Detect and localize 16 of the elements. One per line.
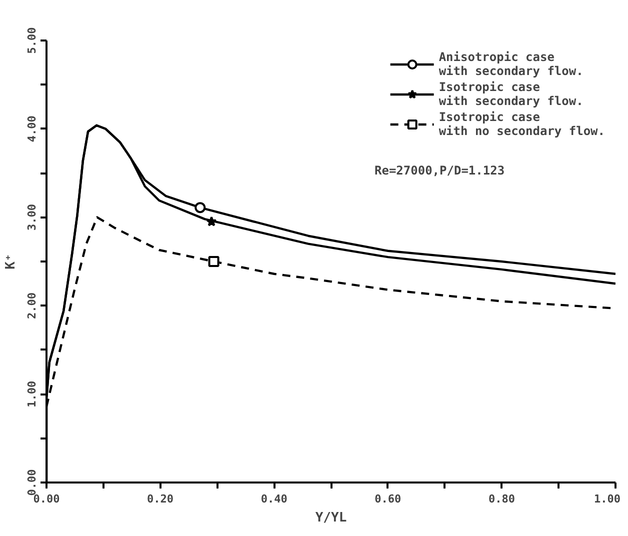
y-tick-label: 3.00 [26,204,38,231]
x-tick-label: 0.80 [488,492,515,506]
x-tick-label: 0.40 [260,492,288,506]
y-axis-title: K⁺ [4,254,18,270]
x-tick-label: 0.20 [147,492,174,506]
x-axis-title: Y/YL [315,510,347,526]
annotation: Re=27000,P/D=1.123 [374,164,505,178]
y-tick-label: 1.00 [26,380,38,408]
legend-label: Isotropic case with secondary flow. [438,80,584,108]
x-tick-label: 0.60 [374,492,402,506]
x-tick-label: 1.00 [594,492,621,506]
y-tick-label: 5.00 [26,27,38,54]
y-tick-label: 2.00 [26,292,38,319]
legend-label: Isotropic case with no secondary flow. [438,110,605,138]
legend-label: Anisotropic case with secondary flow. [438,50,584,78]
y-tick-label: 4.00 [26,116,38,142]
